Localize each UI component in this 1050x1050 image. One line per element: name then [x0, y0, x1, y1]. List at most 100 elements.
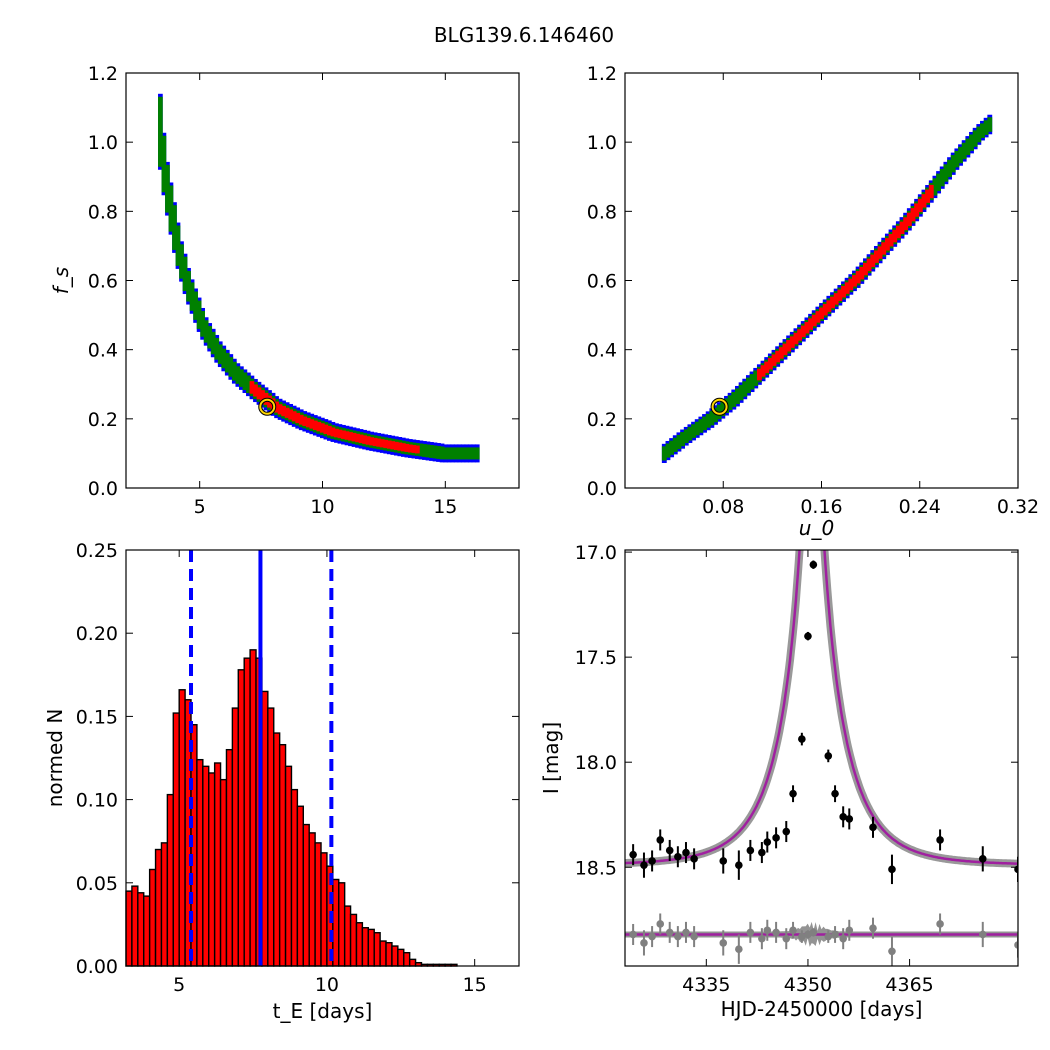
- data-point: [719, 857, 728, 865]
- data-point: [824, 752, 833, 760]
- fs-u0-cell-inner: [782, 343, 788, 356]
- fs-tE-cell-inner: [330, 427, 336, 437]
- fs-tE-cell-inner: [362, 435, 367, 444]
- data-point: [763, 838, 772, 846]
- fs-tE-xtick-label: 15: [433, 496, 457, 518]
- data-point: [746, 846, 755, 855]
- fs-tE-cell-middle: [446, 447, 452, 460]
- fs-u0-ytick-label: 0.4: [587, 340, 617, 362]
- fs-tE-cell-middle: [474, 447, 480, 460]
- fs-tE-cell-middle: [418, 443, 424, 457]
- histogram-bar: [219, 778, 228, 967]
- fs-u0-cell-inner: [833, 293, 839, 305]
- fs-u0-best-fit-marker: [711, 398, 728, 415]
- histogram-bar: [308, 832, 316, 967]
- fs-tE-cell-inner: [397, 442, 403, 451]
- histogram-bar: [397, 948, 405, 967]
- fs-tE-cell-inner: [327, 425, 332, 436]
- fs-u0-cell-middle: [969, 134, 974, 151]
- histogram-bar: [148, 868, 157, 967]
- residual-point: [656, 920, 665, 928]
- histogram-bar: [125, 890, 133, 967]
- residual-point: [869, 924, 877, 932]
- data-point: [782, 827, 791, 836]
- residual-point: [936, 920, 944, 928]
- fs-tE-cell-inner: [291, 411, 297, 422]
- fs-tE-cell-middle: [221, 348, 227, 369]
- data-point: [831, 789, 839, 798]
- fs-u0-cell-inner: [910, 208, 916, 222]
- residual-point: [719, 939, 728, 947]
- fs-tE-ytick-label: 0.6: [88, 271, 118, 293]
- fs-tE-cell-inner: [358, 434, 364, 444]
- fs-tE-cell-inner: [344, 431, 350, 440]
- fs-u0-cell-middle: [694, 421, 700, 436]
- light-curve-xtick-label: 4365: [885, 974, 933, 996]
- fs-u0-cell-middle: [672, 437, 678, 452]
- fs-u0-cell-middle: [943, 164, 949, 182]
- fs-tE-cell-inner: [253, 384, 258, 397]
- fs-u0-xtick-label: 0.08: [702, 496, 744, 518]
- fs-tE-cell-middle: [207, 326, 213, 349]
- fs-u0-cell-inner: [903, 217, 909, 231]
- fs-u0-cell-inner: [826, 300, 832, 312]
- fs-u0-cell-inner: [797, 329, 803, 341]
- fs-tE-cell-inner: [390, 441, 396, 450]
- fs-u0-cell-inner: [852, 275, 857, 287]
- residual-point: [831, 930, 839, 939]
- fs-tE-cell-middle: [453, 447, 459, 460]
- fs-tE-cell-middle: [432, 445, 438, 459]
- data-point: [798, 735, 806, 743]
- residual-point: [809, 928, 818, 937]
- fs-u0-cell-inner: [793, 332, 799, 345]
- tE-histogram-ticks: 5 10 15 0.00 0.05 0.10 0.15 0.20 0.25: [76, 540, 519, 996]
- light-curve-plot: [625, 550, 1018, 966]
- tE-hist-ytick-label: 0.00: [76, 956, 118, 978]
- fs-u0-cell-middle: [980, 123, 985, 138]
- histogram-bar: [166, 793, 174, 967]
- tE-hist-ytick-label: 0.15: [76, 706, 118, 728]
- residual-point: [735, 945, 743, 953]
- fs-tE-cell-inner: [407, 444, 413, 453]
- histogram-bar: [278, 743, 287, 967]
- fs-u0-cell-middle: [669, 440, 675, 455]
- tE-histogram-xlabel: t_E [days]: [273, 999, 373, 1023]
- fs-tE-cell-middle: [189, 282, 195, 311]
- fs-u0-cell-inner: [848, 278, 854, 291]
- histogram-bar: [243, 657, 251, 967]
- fs-u0-xtick-label: 0.16: [800, 496, 842, 518]
- fs-u0-cell-middle: [976, 126, 982, 143]
- residual-point: [789, 926, 797, 935]
- fs-tE-cell-middle: [467, 447, 473, 460]
- fs-tE-cell-inner: [312, 420, 318, 430]
- fs-tE-cell-middle: [182, 256, 188, 292]
- light-curve-xlabel: HJD-2450000 [days]: [721, 997, 923, 1021]
- fs-u0-cell-middle: [687, 426, 693, 441]
- data-point: [936, 836, 944, 844]
- residual-point: [763, 926, 772, 935]
- fs-u0-cell-inner: [775, 350, 781, 363]
- fs-u0-cell-inner: [870, 254, 876, 268]
- fs-tE-xtick-label: 10: [310, 496, 334, 518]
- fs-u0-ticks: 0.08 0.16 0.24 0.32 0.0 0.2 0.4 0.6 0.8 1.0 1.2: [587, 63, 1039, 518]
- histogram-bar: [284, 765, 293, 967]
- data-point: [665, 846, 674, 855]
- fs-tE-cell-middle: [186, 270, 191, 302]
- histogram-bar: [131, 885, 139, 967]
- histogram-bar: [290, 788, 299, 967]
- fs-tE-cell-inner: [400, 443, 406, 452]
- fs-tE-cell-middle: [457, 447, 463, 460]
- fs-u0-cell-inner: [866, 258, 872, 272]
- data-point: [648, 857, 656, 865]
- fs-tE-cell-inner: [369, 437, 374, 446]
- histogram-bar: [202, 765, 210, 967]
- fs-tE-cell-inner: [281, 406, 286, 417]
- histogram-bar: [379, 940, 387, 967]
- fs-tE-cell-middle: [450, 447, 455, 460]
- light-curve-ytick-label: 18.5: [575, 857, 617, 879]
- fs-u0-cell-middle: [749, 374, 755, 390]
- fs-tE-best-fit-marker: [259, 398, 276, 415]
- histogram-bar: [391, 945, 399, 967]
- histogram-bar: [225, 748, 234, 967]
- fs-tE-cell-inner: [316, 421, 322, 432]
